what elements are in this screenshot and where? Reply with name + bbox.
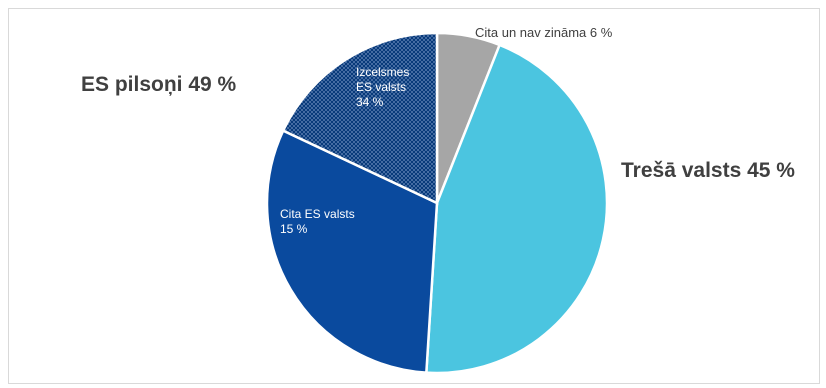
chart-frame: ES pilsoņi 49 % Cita un nav zināma 6 % T… <box>8 8 820 384</box>
slice-label-origin-eu-value: 34 % <box>356 95 384 109</box>
pie-slice-other-eu <box>265 128 439 374</box>
slice-label-other: Cita un nav zināma 6 % <box>475 25 613 40</box>
pie-slice-origin-eu <box>281 31 439 205</box>
pie-slice-third-country <box>424 43 609 375</box>
slice-label-other-eu-name: Cita ES valsts <box>280 207 355 221</box>
slice-label-origin-eu-line1: Izcelsmes <box>356 65 410 79</box>
slice-label-origin-eu-line2: ES valsts <box>356 80 407 94</box>
group-label-es-citizens: ES pilsoņi 49 % <box>81 73 237 96</box>
slice-label-origin-eu: Izcelsmes ES valsts 34 % <box>356 65 409 110</box>
slice-label-other-eu-value: 15 % <box>280 222 308 236</box>
slice-label-other-eu: Cita ES valsts 15 % <box>280 207 355 237</box>
pie-chart <box>265 31 609 375</box>
slice-label-third-country: Trešā valsts 45 % <box>621 159 795 182</box>
